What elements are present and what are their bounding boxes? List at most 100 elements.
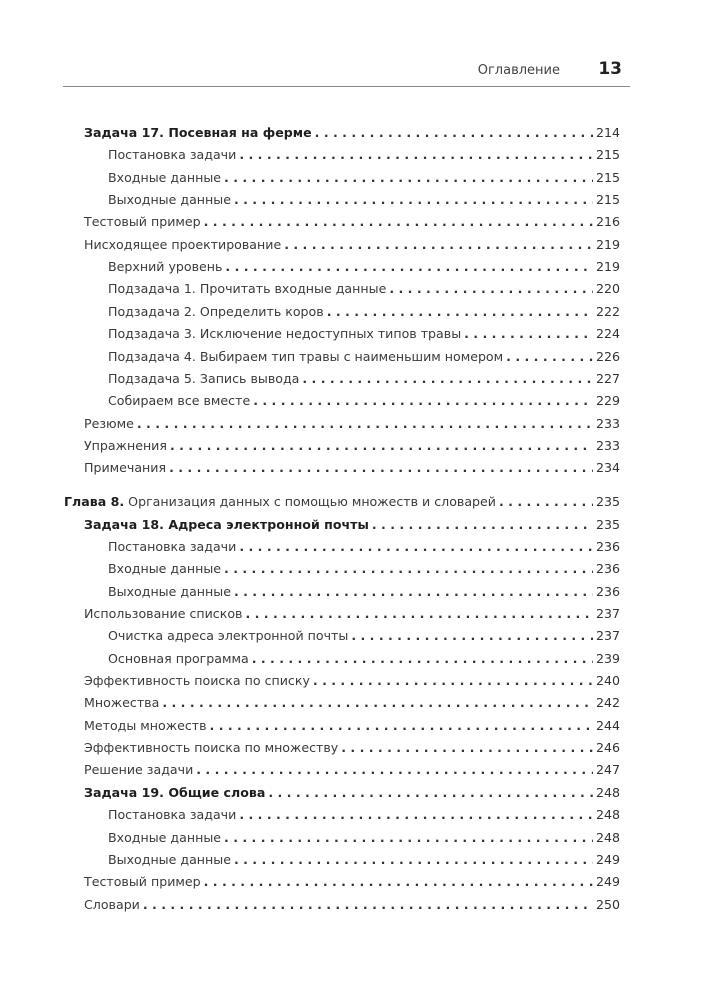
dot-leader bbox=[464, 324, 593, 344]
page-number: 13 bbox=[598, 59, 622, 79]
toc-entry: Основная программа 239 bbox=[108, 649, 620, 669]
toc-entry-title: Подзадача 2. Определить коров bbox=[108, 303, 324, 319]
toc-entry: Эффективность поиска по списку 240 bbox=[84, 671, 620, 691]
toc-entry: Постановка задачи 236 bbox=[108, 537, 620, 557]
toc-entry-title: Множества bbox=[84, 695, 160, 711]
toc-entry-title: Постановка задачи bbox=[108, 807, 237, 823]
toc-entry: Решение задачи 247 bbox=[84, 760, 620, 780]
dot-leader bbox=[245, 604, 592, 624]
toc-entry-page: 248 bbox=[595, 807, 620, 823]
dot-leader bbox=[389, 279, 593, 299]
toc-entry-title: Подзадача 4. Выбираем тип травы с наимен… bbox=[108, 348, 504, 364]
dot-leader bbox=[143, 895, 593, 915]
toc-entry-title: Постановка задачи bbox=[108, 538, 237, 554]
dot-leader bbox=[302, 369, 593, 389]
dot-leader bbox=[268, 783, 593, 803]
toc-entry-page: 248 bbox=[595, 784, 620, 800]
toc-entry: Задача 18. Адреса электронной почты 235 bbox=[84, 515, 620, 535]
dot-leader bbox=[204, 872, 593, 892]
toc-entry: Очистка адреса электронной почты 237 bbox=[108, 626, 620, 646]
toc-entry-page: 222 bbox=[595, 303, 620, 319]
toc-entry-title: Верхний уровень bbox=[108, 259, 223, 275]
toc-entry-title: Нисходящее проектирование bbox=[84, 236, 282, 252]
toc-entry-title: Постановка задачи bbox=[108, 147, 237, 163]
toc-entry: Подзадача 5. Запись вывода 227 bbox=[108, 369, 620, 389]
toc-entry-page: 235 bbox=[595, 516, 620, 532]
dot-leader bbox=[196, 760, 593, 780]
toc-entry: Входные данные 248 bbox=[108, 828, 620, 848]
dot-leader bbox=[162, 693, 593, 713]
toc-entry: Множества 242 bbox=[84, 693, 620, 713]
dot-leader bbox=[284, 235, 593, 255]
toc-entry-page: 240 bbox=[595, 673, 620, 689]
toc-entry-title: Подзадача 1. Прочитать входные данные bbox=[108, 281, 387, 297]
dot-leader bbox=[253, 391, 593, 411]
toc-entry-page: 236 bbox=[595, 583, 620, 599]
dot-leader bbox=[313, 671, 593, 691]
toc-entry-title: Задача 17. Посевная на ферме bbox=[84, 125, 312, 140]
toc-entry: Подзадача 2. Определить коров 222 bbox=[108, 302, 620, 322]
dot-leader bbox=[252, 649, 593, 669]
toc-entry-title: Подзадача 3. Исключение недоступных типо… bbox=[108, 326, 462, 342]
toc-entry-page: 250 bbox=[595, 896, 620, 912]
toc-entry-title: Примечания bbox=[84, 460, 167, 476]
toc-entry-page: 237 bbox=[595, 628, 620, 644]
toc-entry-page: 233 bbox=[595, 437, 620, 453]
dot-leader bbox=[210, 716, 593, 736]
toc-entry-page: 249 bbox=[595, 851, 620, 867]
toc-entry-page: 224 bbox=[595, 326, 620, 342]
toc-entry-page: 227 bbox=[595, 370, 620, 386]
toc-entry-title: Задача 19. Общие слова bbox=[84, 784, 266, 800]
dot-leader bbox=[234, 850, 593, 870]
toc-entry: Тестовый пример 216 bbox=[84, 212, 620, 232]
toc-entry-page: 237 bbox=[595, 606, 620, 621]
toc-entry: Верхний уровень 219 bbox=[108, 257, 620, 277]
dot-leader bbox=[239, 145, 593, 165]
toc-entry-title: Решение задачи bbox=[84, 762, 194, 778]
toc-entry-title: Методы множеств bbox=[84, 717, 207, 733]
toc-entry-page: 219 bbox=[595, 259, 620, 275]
dot-leader bbox=[234, 582, 593, 602]
toc-entry-page: 249 bbox=[595, 874, 620, 890]
dot-leader bbox=[224, 559, 593, 579]
toc-entry-title: Тестовый пример bbox=[84, 214, 201, 230]
toc-entry: Собираем все вместе 229 bbox=[108, 391, 620, 411]
toc-entry-page: 220 bbox=[595, 281, 620, 297]
toc-entry-title: Задача 18. Адреса электронной почты bbox=[84, 516, 369, 532]
toc-entry-page: 214 bbox=[595, 125, 620, 140]
running-header: Оглавление 13 bbox=[63, 58, 630, 87]
toc-entry-page: 235 bbox=[595, 493, 620, 509]
running-header-title: Оглавление bbox=[477, 63, 560, 78]
dot-leader bbox=[372, 515, 593, 535]
dot-leader bbox=[170, 436, 593, 456]
dot-leader bbox=[169, 458, 593, 478]
toc-entry-page: 244 bbox=[595, 717, 620, 733]
dot-leader bbox=[224, 828, 593, 848]
toc-entry: Резюме 233 bbox=[84, 414, 620, 434]
toc-entry-page: 215 bbox=[595, 147, 620, 163]
toc-entry: Выходные данные 215 bbox=[108, 190, 620, 210]
chapter-label: Глава 8. bbox=[64, 493, 125, 509]
toc-entry: Задача 19. Общие слова 248 bbox=[84, 783, 620, 803]
toc-entry: Постановка задачи 215 bbox=[108, 145, 620, 165]
toc-entry: Выходные данные 249 bbox=[108, 850, 620, 870]
toc-entry: Постановка задачи 248 bbox=[108, 805, 620, 825]
toc-entry-page: 236 bbox=[595, 561, 620, 577]
dot-leader bbox=[239, 805, 593, 825]
toc-entry-page: 233 bbox=[595, 415, 620, 431]
toc-entry-title: Входные данные bbox=[108, 829, 222, 845]
dot-leader bbox=[341, 738, 593, 758]
toc-entry-title: Входные данные bbox=[108, 169, 222, 185]
toc-entry-title: Входные данные bbox=[108, 561, 222, 577]
toc-entry-page: 247 bbox=[595, 762, 620, 778]
toc-entry-page: 248 bbox=[595, 829, 620, 845]
toc-entry-title: Собираем все вместе bbox=[108, 393, 251, 409]
dot-leader bbox=[225, 257, 593, 277]
toc-entry: Входные данные 215 bbox=[108, 168, 620, 188]
toc-entry-page: 239 bbox=[595, 650, 620, 666]
toc-entry-page: 242 bbox=[595, 695, 620, 711]
toc-entry-page: 236 bbox=[595, 538, 620, 554]
dot-leader bbox=[239, 537, 593, 557]
toc-entry-page: 215 bbox=[595, 169, 620, 185]
toc-entry: Использование списков 237 bbox=[84, 604, 620, 624]
